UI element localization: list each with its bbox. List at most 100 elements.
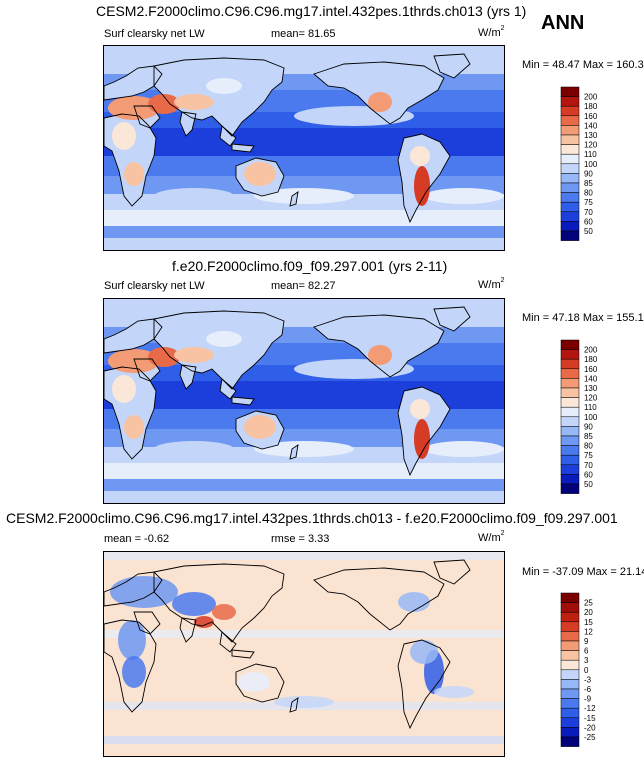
colorbar-label: 110 — [584, 150, 597, 159]
colorbar-label: 75 — [584, 451, 593, 460]
colorbar-box — [560, 435, 580, 446]
colorbar-box — [560, 86, 580, 97]
colorbar-label: -3 — [584, 675, 592, 684]
colorbar-box — [560, 602, 580, 613]
colorbar-box — [560, 717, 580, 728]
panel-1-colorbar: 200 180 160 140 130 120 110 100 90 85 80 75 70 60 50 — [560, 86, 620, 249]
panel-3-minmax: Min = -37.09 Max = 21.14 — [522, 566, 644, 578]
colorbar-label: 70 — [584, 461, 593, 470]
colorbar-box — [560, 115, 580, 126]
colorbar-box — [560, 426, 580, 437]
colorbar-label: 80 — [584, 442, 593, 451]
colorbar-label: 85 — [584, 432, 593, 441]
colorbar-box — [560, 134, 580, 145]
colorbar-label: 160 — [584, 112, 598, 121]
colorbar-label: 140 — [584, 374, 598, 383]
panel-2-colorbar: 200 180 160 140 130 120 110 100 90 85 80 75 70 60 50 — [560, 339, 620, 502]
colorbar-box — [560, 621, 580, 632]
colorbar-box — [560, 698, 580, 709]
colorbar-label: -12 — [584, 704, 596, 713]
colorbar-box — [560, 153, 580, 165]
colorbar-box — [560, 454, 580, 466]
colorbar-box — [560, 125, 580, 136]
colorbar-label: 50 — [584, 480, 593, 489]
colorbar-label: 110 — [584, 403, 597, 412]
colorbar-label: 3 — [584, 656, 589, 665]
colorbar-box — [560, 592, 580, 603]
colorbar-box — [560, 211, 580, 222]
panel-3-map — [103, 551, 505, 757]
colorbar-label: 6 — [584, 647, 589, 656]
panel-3-title: CESM2.F2000climo.C96.C96.mg17.intel.432p… — [6, 510, 618, 526]
colorbar-label: -15 — [584, 714, 596, 723]
panel-2-units: W/m2 — [478, 277, 505, 291]
panel-1-title: CESM2.F2000climo.C96.C96.mg17.intel.432p… — [96, 3, 527, 19]
colorbar-label: 90 — [584, 422, 593, 431]
colorbar-label: -20 — [584, 723, 596, 732]
panel-1-minmax: Min = 48.47 Max = 160.36 — [522, 59, 644, 71]
colorbar-label: 15 — [584, 618, 593, 627]
colorbar-box — [560, 679, 580, 690]
colorbar-label: 70 — [584, 208, 593, 217]
colorbar-label: -9 — [584, 695, 592, 704]
colorbar-label: 60 — [584, 470, 593, 479]
colorbar-box — [560, 221, 580, 232]
colorbar-label: 130 — [584, 131, 598, 140]
colorbar-label: 180 — [584, 102, 598, 111]
colorbar-box — [560, 669, 580, 680]
colorbar-box — [560, 483, 580, 494]
colorbar-label: 200 — [584, 93, 598, 102]
colorbar-box — [560, 464, 580, 475]
panel-3-units: W/m2 — [478, 530, 505, 544]
colorbar-label: 60 — [584, 217, 593, 226]
colorbar-box — [560, 105, 580, 117]
colorbar-label: 180 — [584, 355, 598, 364]
colorbar-label: -6 — [584, 685, 592, 694]
colorbar-box — [560, 631, 580, 642]
colorbar-box — [560, 445, 580, 456]
colorbar-label: 25 — [584, 599, 593, 608]
colorbar-label: 160 — [584, 365, 598, 374]
panel-1-variable-label: Surf clearsky net LW — [104, 28, 205, 40]
colorbar-box — [560, 339, 580, 350]
colorbar-label: 75 — [584, 198, 593, 207]
colorbar-label: 130 — [584, 384, 598, 393]
colorbar-box — [560, 358, 580, 370]
colorbar-label: 80 — [584, 189, 593, 198]
colorbar-box — [560, 368, 580, 379]
colorbar-label: 12 — [584, 627, 593, 636]
colorbar-label: -25 — [584, 733, 596, 742]
colorbar-label: 200 — [584, 346, 598, 355]
colorbar-box — [560, 387, 580, 398]
colorbar-box — [560, 474, 580, 485]
colorbar-label: 0 — [584, 666, 589, 675]
colorbar-label: 100 — [584, 160, 598, 169]
season-label: ANN — [541, 12, 585, 34]
panel-1-mean-label: mean= 81.65 — [271, 28, 336, 40]
panel-3-colorbar: 25 20 15 12 9 6 3 0 -3 -6 -9 -12 -15 -20 -25 — [560, 592, 620, 755]
colorbar-box — [560, 611, 580, 623]
panel-1-map — [103, 45, 505, 251]
colorbar-box — [560, 397, 580, 408]
panel-1-units: W/m2 — [478, 25, 505, 39]
panel-2-mean-label: mean= 82.27 — [271, 280, 336, 292]
panel-2-map — [103, 298, 505, 504]
colorbar-box — [560, 192, 580, 203]
colorbar-box — [560, 230, 580, 241]
panel-2-variable-label: Surf clearsky net LW — [104, 280, 205, 292]
colorbar-box — [560, 144, 580, 155]
colorbar-label: 120 — [584, 141, 598, 150]
colorbar-label: 20 — [584, 608, 593, 617]
panel-2-title: f.e20.F2000climo.f09_f09.297.001 (yrs 2-… — [172, 258, 448, 274]
panel-3-rmse-label: rmse = 3.33 — [271, 533, 330, 545]
colorbar-label: 90 — [584, 169, 593, 178]
panel-2-minmax: Min = 47.18 Max = 155.10 — [522, 312, 644, 324]
colorbar-label: 120 — [584, 394, 598, 403]
colorbar-box — [560, 406, 580, 418]
colorbar-box — [560, 349, 580, 360]
colorbar-box — [560, 182, 580, 193]
colorbar-box — [560, 163, 580, 174]
colorbar-box — [560, 201, 580, 213]
colorbar-box — [560, 707, 580, 719]
colorbar-box — [560, 659, 580, 671]
